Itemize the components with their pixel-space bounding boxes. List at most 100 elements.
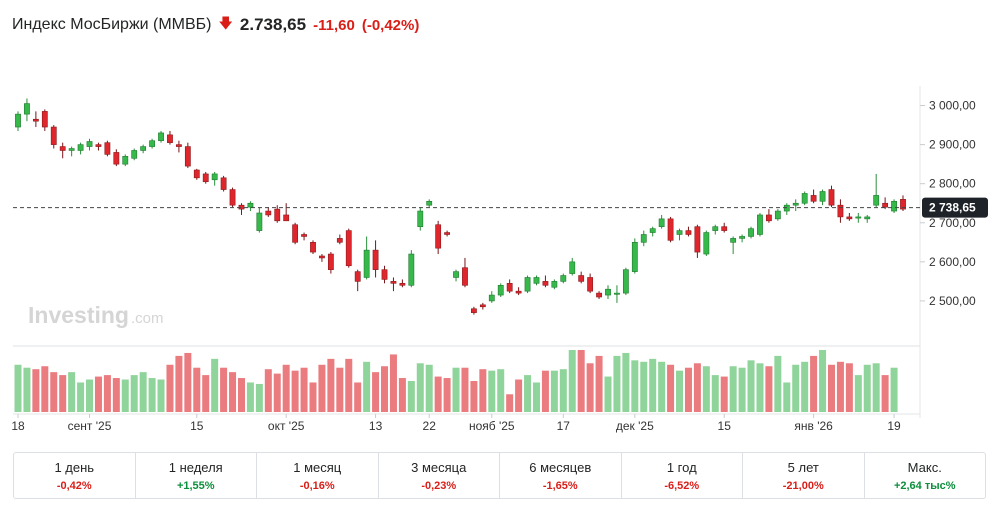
volume-bar	[738, 367, 746, 412]
volume-bar	[407, 381, 415, 412]
volume-bar	[282, 364, 290, 412]
investing-watermark: Investing .com	[28, 302, 164, 328]
candle-body	[488, 294, 495, 302]
candle-body	[730, 238, 737, 243]
candle-body	[685, 230, 692, 235]
candle-body	[649, 228, 656, 233]
period-cell[interactable]: 1 месяц -0,16%	[257, 453, 379, 498]
volume-bar	[488, 370, 496, 412]
candle-body	[739, 236, 745, 239]
candle-body	[15, 113, 21, 128]
period-cell[interactable]: 1 день -0,42%	[14, 453, 136, 498]
candle-body	[68, 148, 75, 151]
y-tick-label: 2 600,00	[929, 255, 976, 269]
candle-body	[757, 214, 763, 235]
candle-body	[301, 234, 307, 237]
volume-bar	[595, 355, 603, 412]
x-tick-label: янв '26	[794, 419, 833, 433]
candle-body	[274, 208, 281, 222]
candle-body	[631, 242, 638, 272]
price-change-percent: (-0,42%)	[361, 16, 420, 34]
candle-body	[184, 146, 191, 167]
volume-bar	[273, 373, 281, 412]
volume-bar	[550, 370, 558, 412]
x-tick-label: сент '25	[68, 419, 112, 433]
candle-body	[363, 249, 370, 278]
period-cell[interactable]: 6 месяцев -1,65%	[500, 453, 622, 498]
volume-bar	[372, 372, 380, 412]
price-chart[interactable]: Investing .com 3 000,00 2 900,00 2 800,00 2…	[0, 0, 999, 450]
volume-bar	[452, 367, 460, 412]
watermark-suffix: .com	[131, 310, 164, 327]
x-tick-label: 22	[423, 419, 437, 433]
volume-bar	[363, 361, 371, 412]
volume-bar	[318, 364, 326, 412]
volume-bar	[389, 354, 397, 412]
volume-bar	[139, 372, 147, 412]
candle-body	[497, 284, 504, 296]
volume-bar	[810, 355, 818, 412]
volume-bar	[568, 350, 576, 412]
period-label: 1 день	[54, 459, 95, 475]
x-tick-label: 18	[11, 419, 25, 433]
volume-bar	[77, 382, 85, 412]
candle-body	[390, 281, 397, 284]
candle-body	[319, 255, 325, 259]
candle-body	[828, 189, 835, 206]
candle-body	[202, 173, 209, 183]
volume-bar	[801, 361, 809, 412]
volume-bar	[774, 355, 782, 412]
instrument-header: Индекс МосБиржи (MMBБ) 🡇 2.738,65 -11,60…	[12, 11, 419, 39]
period-cell[interactable]: 1 неделя +1,55%	[136, 453, 257, 498]
candle-body	[748, 228, 754, 237]
candle-body	[327, 253, 334, 270]
volume-bar	[532, 382, 540, 412]
candle-body	[882, 202, 889, 208]
volume-bar	[604, 376, 612, 412]
volume-bar	[506, 394, 514, 412]
candle-body	[864, 216, 871, 220]
volume-bar	[264, 369, 272, 412]
candle-body	[158, 132, 164, 142]
volume-bar	[202, 375, 210, 412]
volume-bar	[792, 364, 800, 412]
candle-body	[41, 111, 48, 128]
y-tick-label: 2 700,00	[929, 216, 976, 230]
instrument-title: Индекс МосБиржи (MMBБ)	[12, 16, 212, 33]
x-tick-label: 15	[718, 419, 732, 433]
volume-bar	[559, 369, 567, 412]
volume-bar	[676, 370, 684, 412]
candle-body	[131, 150, 138, 159]
candle-body	[792, 202, 799, 206]
volume-bar	[157, 379, 165, 412]
volume-bar	[667, 364, 675, 412]
candle-body	[24, 103, 30, 115]
period-cell[interactable]: Макс. +2,64 тыс%	[865, 453, 986, 498]
x-tick-label: 15	[190, 419, 204, 433]
period-label: Макс.	[907, 459, 942, 475]
volume-bar	[649, 358, 657, 412]
period-cell[interactable]: 3 месяца -0,23%	[379, 453, 500, 498]
period-cell[interactable]: 1 год -6,52%	[622, 453, 743, 498]
candle-body	[220, 177, 227, 190]
period-label: 1 год	[666, 459, 697, 475]
candle-body	[140, 146, 147, 151]
volume-bar	[86, 379, 94, 412]
volume-bar	[622, 352, 630, 412]
volume-bar	[524, 375, 532, 412]
volume-bar	[175, 355, 183, 412]
period-cell[interactable]: 5 лет -21,00%	[743, 453, 865, 498]
x-tick-label: 13	[369, 419, 383, 433]
candle-body	[676, 230, 683, 235]
y-tick-label: 2 900,00	[929, 138, 976, 152]
period-value: -0,23%	[421, 479, 457, 492]
candle-body	[417, 210, 424, 227]
period-label: 1 неделя	[168, 459, 223, 475]
candle-body	[596, 292, 602, 298]
candle-body	[176, 144, 182, 147]
candle-body	[846, 216, 853, 220]
volume-bar	[497, 369, 505, 412]
volume-bar	[765, 366, 773, 412]
volume-bar	[398, 378, 406, 412]
candle-body	[640, 234, 647, 243]
